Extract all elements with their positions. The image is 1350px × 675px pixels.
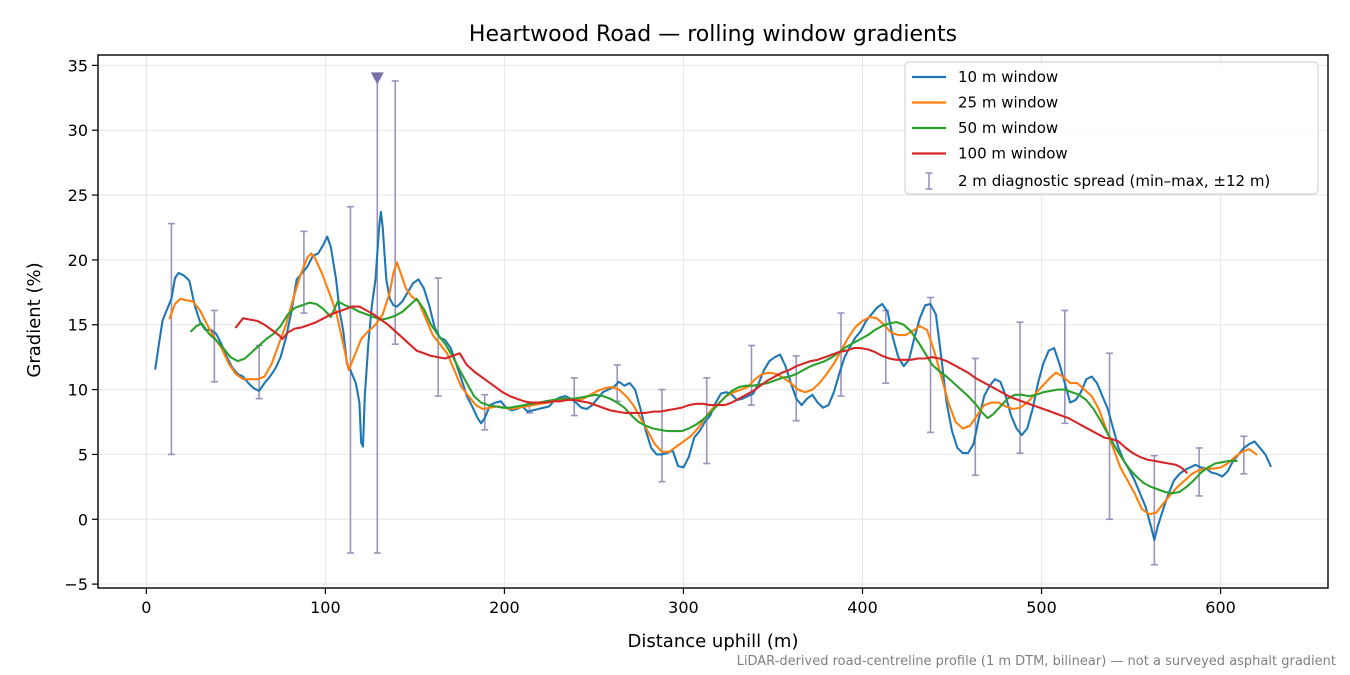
diagnostic-bar	[837, 312, 845, 397]
legend-entry: 2 m diagnostic spread (min–max, ±12 m)	[925, 172, 1270, 190]
x-tick-label: 300	[668, 598, 699, 617]
diagnostic-bar	[1240, 435, 1248, 475]
outlier-marker	[370, 72, 384, 85]
diagnostic-bar	[1061, 309, 1069, 425]
diagnostic-bar	[570, 377, 578, 417]
diagnostic-bar	[210, 309, 218, 383]
y-tick-label: 25	[68, 186, 88, 205]
x-tick-label: 400	[847, 598, 878, 617]
y-tick-label: 35	[68, 56, 88, 75]
plot-frame	[97, 54, 1329, 589]
series-line	[234, 305, 1188, 474]
diagnostic-bar	[927, 296, 935, 434]
legend-label: 10 m window	[958, 68, 1058, 86]
diagnostic-bar	[882, 309, 890, 384]
y-tick-label: 30	[68, 121, 88, 140]
series-lines	[154, 210, 1272, 542]
x-tick-label: 0	[141, 598, 151, 617]
chart-title: Heartwood Road — rolling window gradient…	[469, 22, 957, 47]
y-tick-label: 0	[78, 510, 88, 529]
diagnostic-bar	[481, 393, 489, 431]
footnote: LiDAR-derived road-centreline profile (1…	[737, 654, 1336, 669]
diagnostic-bar	[1195, 447, 1203, 497]
y-tick-label: −5	[64, 575, 88, 594]
diagnostic-bar	[346, 205, 354, 554]
y-tick-label: 10	[68, 381, 88, 400]
y-tick-label: 5	[78, 445, 88, 464]
diagnostic-bar	[658, 388, 666, 483]
y-axis-label: Gradient (%)	[24, 262, 45, 377]
legend-box	[904, 61, 1319, 195]
y-tick-label: 15	[68, 316, 88, 335]
diagnostic-bar	[1150, 454, 1158, 566]
legend-label: 2 m diagnostic spread (min–max, ±12 m)	[958, 172, 1270, 190]
x-tick-label: 500	[1026, 598, 1057, 617]
legend-label: 50 m window	[958, 119, 1058, 137]
series-line	[190, 297, 1238, 495]
x-axis-label: Distance uphill (m)	[628, 631, 799, 652]
legend-entry: 100 m window	[912, 145, 1068, 163]
diagnostic-bar	[167, 222, 175, 456]
y-ticks: −5 0 5 10 15 20 25 30 35	[64, 56, 98, 594]
legend: 10 m window 25 m window 50 m window 100 m w…	[904, 61, 1319, 195]
legend-label: 25 m window	[958, 94, 1058, 112]
x-tick-label: 200	[489, 598, 520, 617]
diagnostic-bar	[434, 277, 442, 397]
series-line	[168, 252, 1258, 516]
legend-entry: 25 m window	[912, 94, 1058, 112]
legend-label: 100 m window	[958, 145, 1068, 163]
y-tick-label: 20	[68, 251, 88, 270]
legend-entry: 50 m window	[912, 119, 1058, 137]
x-tick-label: 100	[310, 598, 341, 617]
x-tick-label: 600	[1205, 598, 1236, 617]
legend-entry: 10 m window	[912, 68, 1058, 86]
diagnostic-bars	[167, 77, 1248, 566]
outlier-triangle-icon	[370, 72, 384, 85]
series-line	[154, 210, 1272, 542]
diagnostic-bar	[391, 80, 399, 345]
x-ticks: 0 100 200 300 400 500 600	[141, 588, 1236, 617]
